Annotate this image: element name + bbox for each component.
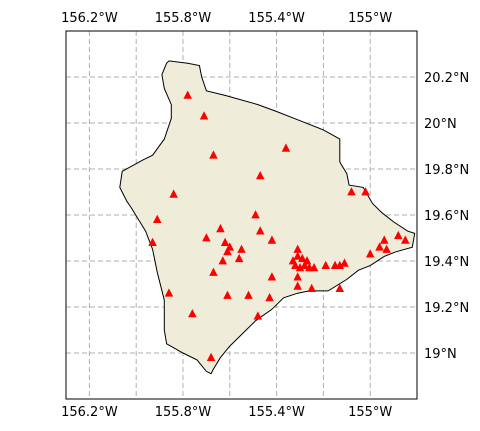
station-marker — [216, 223, 225, 233]
station-marker — [281, 143, 291, 152]
station-marker — [218, 256, 228, 265]
right-lat-label: 19.8°N — [424, 163, 469, 178]
bottom-lon-label: 155.8°W — [155, 405, 212, 420]
station-marker — [379, 235, 389, 244]
station-marker — [153, 214, 162, 224]
station-marker — [382, 244, 391, 253]
top-lon-label: 155°W — [348, 11, 392, 26]
station-marker — [202, 233, 211, 242]
station-marker — [265, 292, 274, 302]
station-marker — [206, 352, 216, 362]
bottom-lon-label: 156.2°W — [61, 405, 118, 420]
station-marker — [255, 226, 265, 235]
station-marker — [300, 260, 309, 270]
right-lat-label: 20°N — [424, 117, 457, 132]
station-markers — [148, 90, 410, 362]
station-marker — [223, 290, 232, 299]
station-marker — [223, 246, 232, 256]
station-marker — [188, 309, 197, 318]
map-frame — [65, 30, 418, 400]
station-marker — [347, 187, 356, 196]
station-marker — [169, 189, 178, 198]
station-marker — [361, 187, 370, 196]
station-marker — [209, 267, 218, 276]
island-landmass — [119, 60, 416, 375]
station-marker — [255, 171, 265, 180]
station-marker — [220, 237, 230, 247]
station-marker — [335, 283, 345, 293]
station-marker — [365, 249, 375, 258]
station-marker — [234, 253, 244, 263]
station-marker — [401, 235, 410, 244]
right-lat-label: 19°N — [424, 347, 457, 362]
station-marker — [148, 237, 157, 247]
station-marker — [298, 253, 307, 263]
station-marker — [321, 260, 330, 270]
station-marker — [237, 244, 246, 253]
station-marker — [267, 272, 277, 281]
top-lon-label: 155.4°W — [248, 11, 305, 26]
station-marker — [251, 210, 260, 219]
station-marker — [244, 290, 253, 299]
station-marker — [183, 90, 192, 99]
right-lat-label: 19.2°N — [424, 301, 469, 316]
right-lat-label: 20.2°N — [424, 71, 469, 86]
station-marker — [209, 150, 218, 159]
right-lat-label: 19.4°N — [424, 255, 469, 270]
station-marker — [164, 288, 174, 297]
top-lon-label: 156.2°W — [61, 11, 118, 26]
station-marker — [199, 111, 209, 120]
station-marker — [293, 251, 302, 260]
station-marker — [340, 258, 349, 267]
station-marker — [375, 242, 384, 251]
axis-tick-labels: 156.2°W 155.8°W 155.4°W 155°W 156.2°W 155.8°W… — [61, 11, 469, 420]
station-marker — [293, 281, 302, 290]
station-marker — [309, 263, 319, 272]
station-marker — [307, 283, 316, 293]
station-marker — [253, 311, 263, 320]
bottom-lon-label: 155°W — [348, 405, 392, 420]
station-marker — [291, 260, 300, 270]
station-marker — [394, 230, 403, 240]
station-marker — [293, 272, 302, 281]
top-lon-label: 155.8°W — [155, 11, 212, 26]
bottom-lon-label: 155.4°W — [248, 405, 305, 420]
station-marker — [267, 235, 277, 244]
right-lat-label: 19.6°N — [424, 209, 469, 224]
